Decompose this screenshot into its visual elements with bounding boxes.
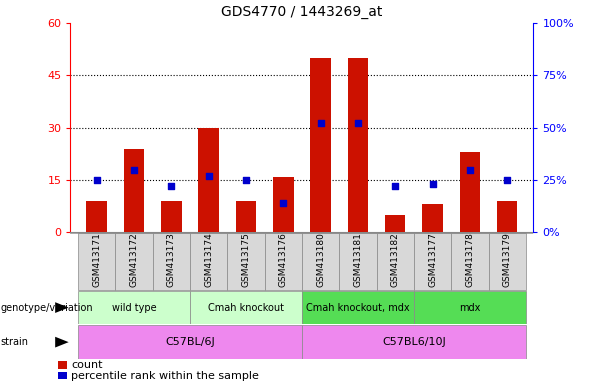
Text: GSM413172: GSM413172 — [129, 232, 139, 287]
Bar — [497, 201, 517, 232]
Bar — [78, 233, 115, 290]
Polygon shape — [55, 337, 69, 348]
Bar — [273, 177, 294, 232]
Bar — [310, 58, 331, 232]
Bar — [302, 233, 339, 290]
Bar — [489, 233, 526, 290]
Text: wild type: wild type — [112, 303, 156, 313]
Point — [241, 177, 251, 183]
Point — [204, 173, 213, 179]
Bar — [414, 233, 451, 290]
Bar — [199, 127, 219, 232]
Text: percentile rank within the sample: percentile rank within the sample — [71, 371, 259, 381]
Point — [353, 121, 363, 127]
Bar — [58, 372, 67, 379]
Polygon shape — [55, 302, 69, 313]
Text: GSM413171: GSM413171 — [92, 232, 101, 287]
Bar — [348, 58, 368, 232]
Text: GSM413180: GSM413180 — [316, 232, 325, 287]
Text: count: count — [71, 360, 102, 370]
Bar — [58, 361, 67, 369]
Title: GDS4770 / 1443269_at: GDS4770 / 1443269_at — [221, 5, 383, 19]
Bar — [265, 233, 302, 290]
Text: GSM413174: GSM413174 — [204, 232, 213, 287]
Text: GSM413175: GSM413175 — [242, 232, 251, 287]
Bar — [414, 291, 526, 324]
Text: GSM413179: GSM413179 — [503, 232, 512, 287]
Point — [92, 177, 102, 183]
Point — [278, 200, 288, 206]
Point — [465, 167, 474, 173]
Bar — [339, 233, 376, 290]
Bar — [422, 204, 443, 232]
Bar — [376, 233, 414, 290]
Text: GSM413182: GSM413182 — [390, 232, 400, 287]
Bar — [227, 233, 265, 290]
Text: GSM413173: GSM413173 — [167, 232, 176, 287]
Point — [129, 167, 139, 173]
Bar — [235, 201, 256, 232]
Text: GSM413177: GSM413177 — [428, 232, 437, 287]
Bar — [78, 291, 190, 324]
Text: GSM413181: GSM413181 — [353, 232, 362, 287]
Bar — [190, 233, 227, 290]
Bar — [153, 233, 190, 290]
Bar — [115, 233, 153, 290]
Bar — [78, 325, 302, 359]
Text: GSM413176: GSM413176 — [279, 232, 287, 287]
Bar — [124, 149, 144, 232]
Bar — [385, 215, 405, 232]
Text: mdx: mdx — [459, 303, 481, 313]
Text: Cmah knockout, mdx: Cmah knockout, mdx — [306, 303, 409, 313]
Text: GSM413178: GSM413178 — [465, 232, 474, 287]
Text: strain: strain — [1, 337, 29, 347]
Bar — [460, 152, 480, 232]
Bar — [302, 325, 526, 359]
Text: genotype/variation: genotype/variation — [1, 303, 93, 313]
Bar — [302, 291, 414, 324]
Text: Cmah knockout: Cmah knockout — [208, 303, 284, 313]
Point — [316, 121, 326, 127]
Bar — [161, 201, 181, 232]
Point — [390, 183, 400, 189]
Point — [166, 183, 176, 189]
Point — [428, 181, 438, 187]
Text: C57BL/6J: C57BL/6J — [165, 337, 215, 347]
Text: C57BL6/10J: C57BL6/10J — [382, 337, 446, 347]
Bar — [86, 201, 107, 232]
Bar — [451, 233, 489, 290]
Point — [502, 177, 512, 183]
Bar — [190, 291, 302, 324]
